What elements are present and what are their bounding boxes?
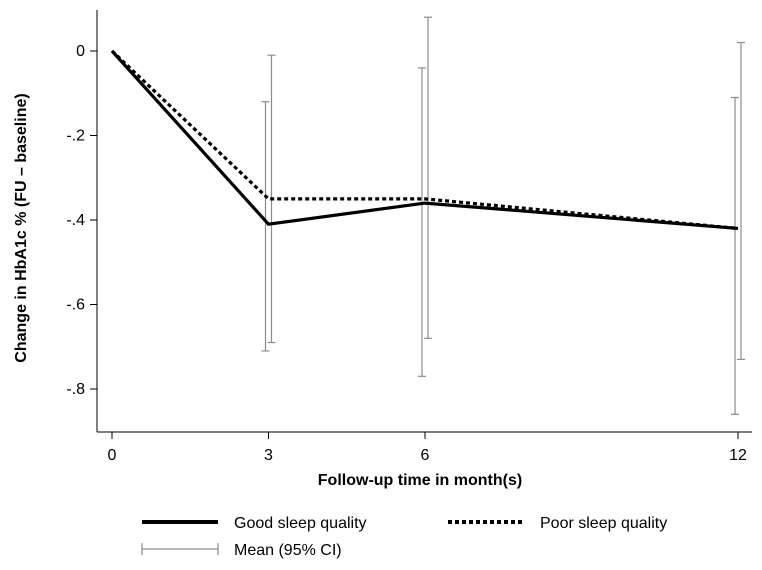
legend-label-ci: Mean (95% CI)	[234, 542, 342, 559]
ci-bar	[424, 16, 432, 339]
ci-bar	[261, 101, 270, 352]
y-tick-label: -.6	[66, 297, 85, 314]
ci-bar	[731, 96, 739, 415]
y-tick-label: 0	[76, 43, 85, 60]
ci-bar	[737, 41, 745, 361]
legend-swatch-ci	[141, 543, 219, 555]
y-tick-label: -.2	[66, 128, 85, 145]
confidence-interval-bars	[261, 16, 745, 415]
x-axis-title: Follow-up time in month(s)	[318, 472, 522, 489]
y-tick-label: -.4	[66, 212, 85, 229]
x-tick-label: 0	[108, 447, 117, 464]
x-tick-label: 6	[421, 447, 430, 464]
ci-bar	[418, 67, 426, 377]
y-axis: 0 -.2 -.4 -.6 -.8	[66, 10, 98, 432]
series-line-poor-sleep	[110, 49, 739, 231]
legend-label-good-sleep: Good sleep quality	[234, 515, 367, 532]
y-axis-title: Change in HbA1c % (FU – baseline)	[13, 93, 30, 362]
legend: Good sleep quality Poor sleep quality Me…	[141, 515, 667, 559]
legend-label-poor-sleep: Poor sleep quality	[540, 515, 667, 532]
series-line-good-sleep	[110, 49, 739, 231]
x-tick-label: 3	[264, 447, 273, 464]
x-tick-label: 12	[729, 447, 747, 464]
series-lines	[110, 49, 739, 231]
x-axis: 0 3 6 12	[97, 431, 752, 464]
y-tick-label: -.8	[66, 381, 85, 398]
